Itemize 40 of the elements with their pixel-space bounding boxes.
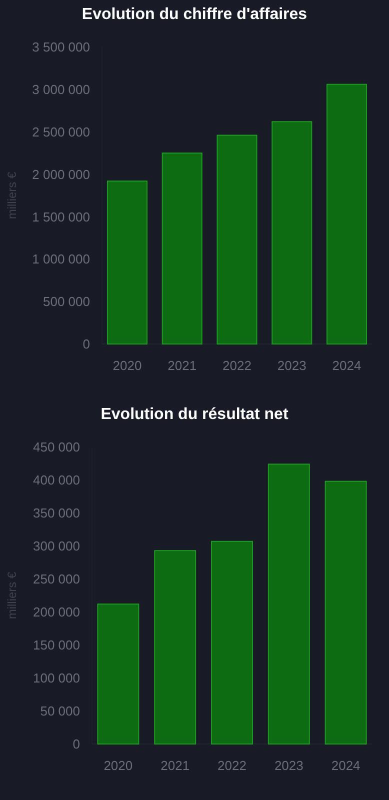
- bar: [162, 152, 202, 344]
- y-tick-label: 450 000: [33, 440, 80, 455]
- x-tick-label: 2021: [160, 758, 190, 773]
- x-tick-label: 2021: [168, 358, 197, 373]
- x-tick-label: 2022: [222, 358, 252, 373]
- bar: [268, 464, 310, 744]
- bar: [324, 480, 367, 744]
- bar: [211, 540, 253, 744]
- y-tick-label: 1 500 000: [32, 209, 90, 224]
- bar: [272, 121, 312, 344]
- y-tick-label: 400 000: [33, 472, 80, 488]
- y-tick-label: 0: [72, 736, 80, 752]
- y-tick-label: 150 000: [33, 638, 80, 653]
- x-tick-label: 2023: [274, 758, 304, 773]
- y-tick-label: 300 000: [33, 538, 80, 554]
- y-tick-label: 0: [82, 336, 90, 352]
- x-tick-label: 2023: [277, 358, 306, 373]
- y-tick-label: 500 000: [43, 294, 90, 310]
- y-tick-label: 100 000: [33, 670, 80, 686]
- y-tick-label: 200 000: [33, 604, 80, 620]
- x-tick-label: 2020: [104, 758, 133, 773]
- y-tick-label: 2 000 000: [32, 166, 90, 182]
- x-tick-label: 2020: [112, 358, 142, 373]
- y-tick-label: 3 000 000: [32, 82, 90, 97]
- x-tick-label: 2022: [218, 758, 246, 773]
- y-tick-label: 50 000: [40, 704, 80, 719]
- y-tick-label: 250 000: [33, 572, 80, 587]
- x-tick-label: 2024: [332, 358, 362, 373]
- bar: [154, 550, 196, 744]
- chart-title: Evolution du résultat net: [100, 406, 289, 423]
- x-tick-label: 2024: [331, 758, 360, 773]
- y-tick-label: 3 500 000: [32, 40, 90, 55]
- y-tick-label: 1 000 000: [32, 252, 90, 267]
- bar: [326, 84, 368, 344]
- bar: [106, 180, 148, 344]
- y-tick-label: 350 000: [33, 506, 80, 521]
- y-tick-label: 2 500 000: [32, 124, 90, 140]
- bar: [216, 134, 258, 344]
- chart-title: Evolution du chiffre d'affaires: [82, 6, 308, 23]
- bar: [97, 604, 140, 744]
